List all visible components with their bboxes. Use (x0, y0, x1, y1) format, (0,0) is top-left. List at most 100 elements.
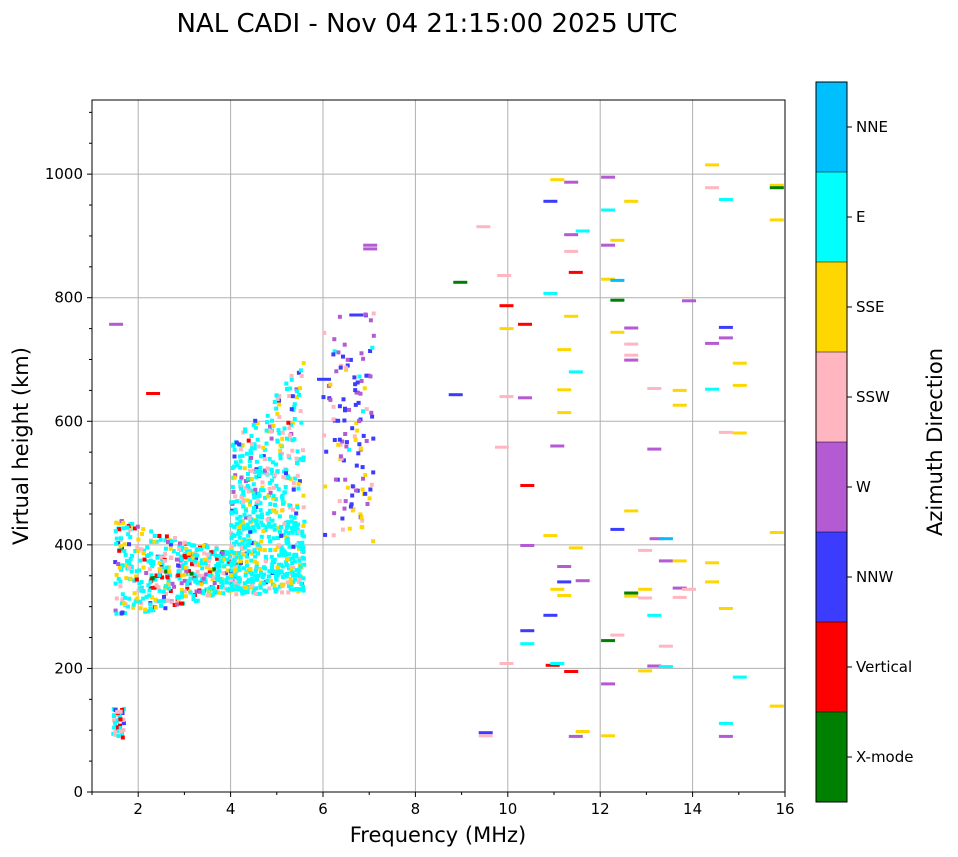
echo-point (168, 542, 173, 547)
echo-point (215, 556, 220, 561)
echo-point (266, 534, 271, 539)
echo-point (145, 545, 150, 550)
echo-point (229, 587, 234, 592)
echo-point (363, 473, 368, 477)
echo-point (280, 430, 285, 435)
echo-point (168, 546, 173, 551)
echo-point (234, 510, 239, 515)
echo-point (291, 487, 296, 492)
echo-point (253, 425, 258, 430)
echo-point (296, 482, 301, 487)
echo-point (295, 528, 300, 532)
echo-point (187, 581, 192, 586)
echo-point (357, 374, 362, 379)
echo-point (117, 565, 122, 570)
echo-segment (601, 175, 616, 179)
echo-segment (705, 186, 720, 190)
echo-point (209, 573, 214, 578)
echo-point (296, 486, 301, 491)
echo-point (134, 569, 139, 574)
echo-point (328, 382, 333, 387)
echo-point (229, 523, 234, 528)
echo-point (291, 481, 296, 485)
echo-point (284, 560, 289, 565)
echo-point (252, 540, 257, 545)
echo-point (289, 373, 294, 378)
echo-point (250, 551, 255, 556)
echo-point (277, 414, 282, 419)
echo-point (162, 594, 166, 599)
echo-segment (769, 531, 784, 534)
echo-segment (601, 243, 616, 247)
echo-point (118, 729, 123, 734)
x-tick-label: 2 (133, 800, 143, 818)
echo-point (234, 440, 239, 445)
echo-point (249, 455, 254, 460)
echo-point (243, 479, 248, 484)
echo-point (348, 357, 353, 362)
echo-point (229, 578, 234, 583)
echo-point (283, 485, 288, 489)
echo-point (152, 534, 157, 538)
echo-point (117, 548, 122, 553)
echo-point (121, 728, 126, 733)
echo-point (321, 395, 326, 400)
echo-point (206, 564, 211, 568)
echo-point (362, 386, 367, 391)
echo-point (151, 608, 156, 612)
echo-point (213, 553, 218, 558)
echo-point (267, 486, 272, 491)
echo-point (273, 548, 278, 552)
echo-point (251, 423, 256, 428)
echo-point (350, 493, 355, 498)
echo-segment (557, 594, 572, 597)
echo-point (157, 588, 162, 593)
echo-point (233, 473, 238, 478)
echo-point (265, 511, 270, 516)
echo-point (253, 487, 258, 492)
echo-point (278, 524, 283, 529)
echo-point (222, 564, 227, 569)
echo-point (350, 508, 355, 513)
echo-point (332, 438, 337, 442)
echo-point (254, 475, 259, 479)
echo-segment (732, 431, 747, 435)
echo-point (114, 536, 119, 541)
echo-point (301, 458, 306, 463)
echo-point (234, 522, 239, 527)
echo-point (258, 583, 263, 588)
echo-segment (601, 682, 616, 686)
echo-point (251, 590, 256, 595)
echo-point (126, 532, 131, 537)
echo-point (342, 418, 347, 423)
echo-point (196, 547, 201, 551)
echo-point (291, 544, 296, 549)
echo-point (192, 577, 197, 582)
echo-point (237, 479, 242, 484)
echo-point (116, 729, 121, 734)
echo-point (269, 524, 274, 529)
echo-point (118, 544, 123, 549)
echo-point (114, 725, 119, 730)
echo-point (132, 578, 137, 583)
echo-point (287, 557, 292, 562)
echo-point (258, 567, 263, 571)
echo-point (215, 561, 220, 566)
echo-segment (638, 587, 653, 591)
x-tick-label: 6 (318, 800, 328, 818)
echo-point (239, 587, 244, 592)
echo-point (249, 517, 254, 522)
echo-point (164, 591, 168, 596)
echo-point (259, 520, 264, 525)
echo-point (125, 563, 129, 568)
colorbar-tick-label: SSW (856, 388, 890, 406)
echo-point (258, 465, 263, 470)
echo-segment (478, 734, 493, 738)
echo-point (290, 530, 295, 535)
echo-point (275, 565, 280, 570)
echo-point (231, 573, 236, 578)
echo-point (113, 529, 118, 534)
y-tick-label: 400 (54, 536, 83, 554)
echo-segment (497, 274, 512, 277)
echo-point (164, 569, 169, 574)
